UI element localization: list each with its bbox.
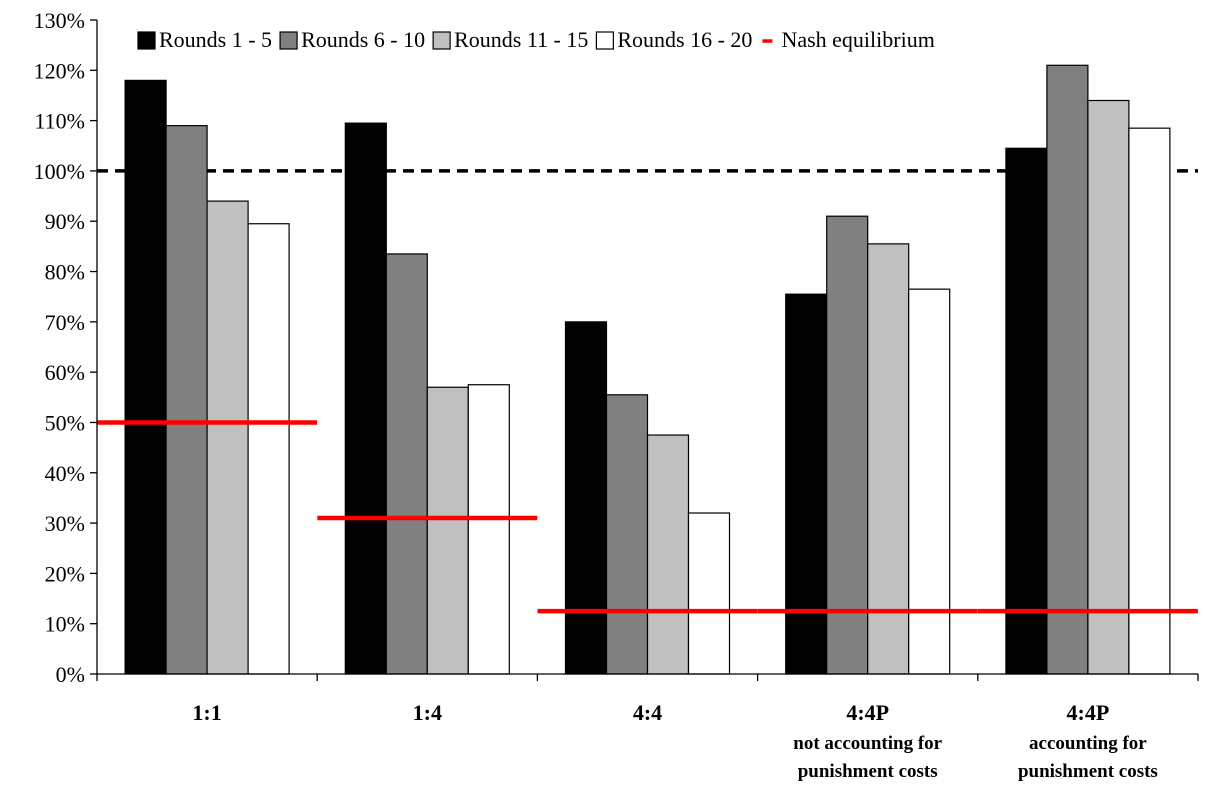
bar [206, 200, 249, 675]
x-tick-label: 4:4 [633, 700, 662, 725]
bar [385, 253, 428, 675]
bar [426, 386, 469, 675]
bar [826, 215, 869, 675]
y-tick-label: 80% [45, 260, 85, 285]
bar [1005, 147, 1048, 675]
x-tick-sublabel: not accounting for [793, 733, 942, 754]
y-tick-label: 100% [34, 159, 85, 184]
y-tick-label: 90% [45, 209, 85, 234]
legend-label: Rounds 16 - 20 [617, 27, 752, 52]
y-tick-label: 120% [34, 58, 85, 83]
legend-label: Rounds 11 - 15 [454, 27, 588, 52]
bar [687, 512, 731, 675]
x-tick-label: 4:4P [846, 700, 889, 725]
y-axis-ticks: 0% 10% 20% 30% 40% 50% 60% 70% 80% 90% 100% 110% 120… [34, 8, 97, 687]
bars [124, 64, 1171, 675]
legend-label: Rounds 6 - 10 [301, 27, 425, 52]
bar [605, 394, 649, 675]
legend-swatch [595, 31, 614, 50]
x-tick-label: 1:1 [192, 700, 221, 725]
bar [467, 384, 510, 675]
bar [1087, 99, 1130, 675]
y-tick-label: 60% [45, 360, 85, 385]
bar [564, 321, 608, 675]
legend-swatch [432, 31, 451, 50]
bar [908, 288, 951, 675]
y-tick-label: 70% [45, 310, 85, 335]
x-tick-label: 4:4P [1067, 700, 1110, 725]
y-tick-label: 110% [34, 109, 85, 134]
bar [785, 293, 828, 675]
bar [247, 223, 290, 675]
bar [1128, 127, 1171, 675]
x-tick-label: 1:4 [413, 700, 442, 725]
y-tick-label: 20% [45, 561, 85, 586]
x-tick-sublabel: punishment costs [798, 761, 938, 782]
nash-equilibrium-lines [97, 420, 1198, 614]
bar [646, 434, 690, 675]
legend-label: Nash equilibrium [781, 27, 934, 52]
bar [344, 122, 387, 675]
y-tick-label: 0% [56, 662, 85, 687]
y-tick-label: 50% [45, 410, 85, 435]
y-tick-label: 130% [34, 8, 85, 33]
legend-swatch [279, 31, 298, 50]
x-tick-sublabel: punishment costs [1018, 761, 1158, 782]
legend: Rounds 1 - 5 Rounds 6 - 10 Rounds 11 - 15 R… [137, 27, 935, 52]
x-axis-labels: 1:1 1:4 4:4 4:4P not accounting for punishmen… [192, 700, 1157, 782]
y-tick-label: 40% [45, 461, 85, 486]
legend-swatch [137, 31, 156, 50]
x-tick-sublabel: accounting for [1029, 733, 1147, 754]
legend-label: Rounds 1 - 5 [159, 27, 272, 52]
y-tick-label: 10% [45, 612, 85, 637]
bar [165, 125, 208, 675]
axes [96, 20, 1199, 681]
bar [124, 79, 167, 675]
y-tick-label: 30% [45, 511, 85, 536]
bar [1046, 64, 1089, 675]
